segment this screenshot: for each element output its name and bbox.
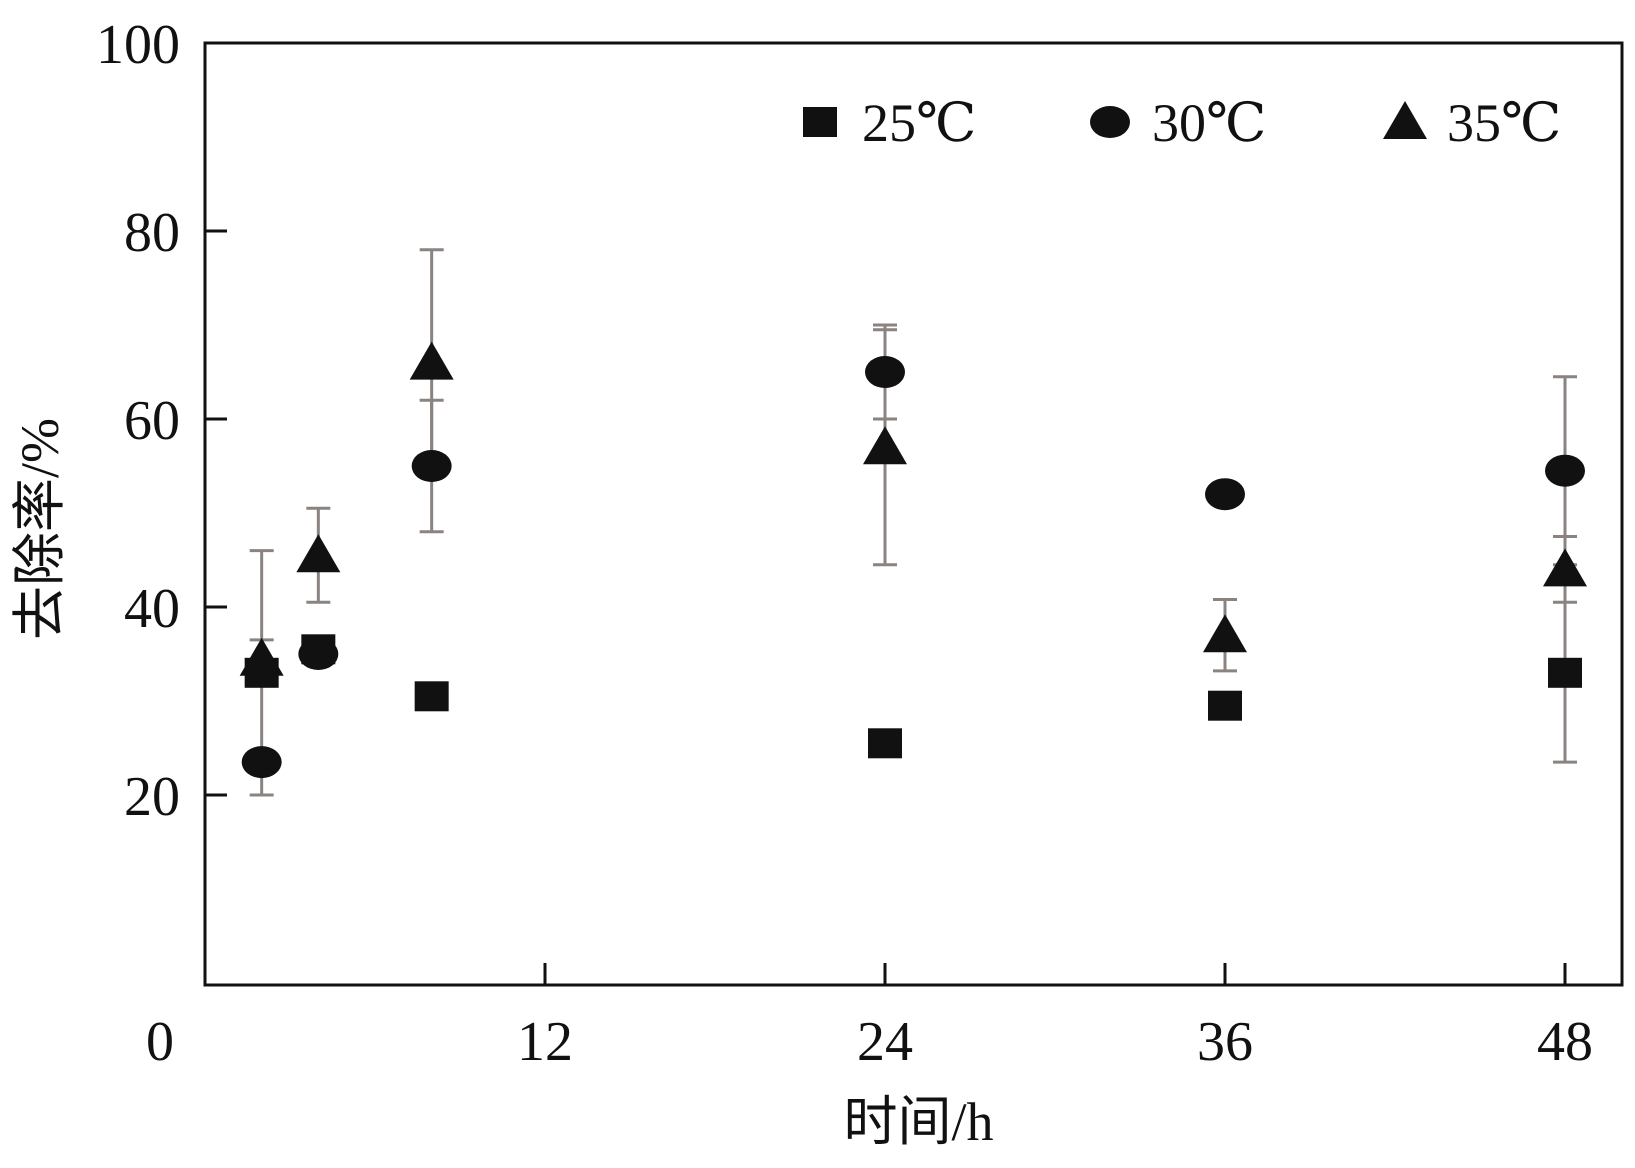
data-point-square [1548, 657, 1582, 688]
data-point-triangle [863, 426, 907, 465]
data-point-circle [865, 356, 905, 388]
y-tick-label: 20 [124, 766, 180, 828]
data-point-circle [298, 638, 339, 670]
data-point-circle [1545, 454, 1585, 487]
data-point-triangle [296, 534, 341, 573]
legend-marker-circle [1090, 106, 1130, 138]
x-tick-label: 12 [517, 1011, 573, 1073]
x-tick-label: 24 [857, 1011, 913, 1073]
data-point-circle [1205, 478, 1245, 511]
legend: 25℃ 30℃ 35℃ [803, 93, 1561, 153]
legend-item: 30℃ [1090, 93, 1266, 153]
x-tick-label: 0 [146, 1011, 174, 1073]
data-point-circle [411, 450, 452, 482]
data-point-triangle [1543, 548, 1587, 587]
legend-label: 25℃ [862, 93, 976, 153]
plot-frame [203, 41, 1624, 987]
data-point-circle [241, 746, 282, 779]
plot-border [203, 41, 1624, 987]
legend-marker-square [803, 107, 837, 137]
data-point-square [1208, 690, 1242, 721]
legend-item: 25℃ [803, 93, 976, 153]
data-point-triangle [409, 341, 454, 380]
legend-marker-triangle [1383, 101, 1427, 139]
y-tick-label: 40 [124, 578, 180, 640]
y-tick-label: 100 [96, 14, 180, 76]
data-point-triangle [239, 637, 284, 676]
legend-label: 30℃ [1152, 93, 1266, 153]
legend-label: 35℃ [1447, 93, 1561, 153]
data-markers [239, 341, 1587, 779]
y-tick-label: 60 [124, 390, 180, 452]
data-point-triangle [1203, 614, 1247, 653]
y-axis: 20 40 60 80 100 [96, 14, 227, 828]
data-point-square [868, 728, 902, 759]
x-axis: 0 12 24 36 48 [146, 963, 1593, 1073]
y-tick-label: 80 [124, 202, 180, 264]
x-tick-label: 48 [1537, 1011, 1593, 1073]
y-axis-title: 去除率/% [10, 418, 70, 640]
x-tick-label: 36 [1197, 1011, 1253, 1073]
legend-item: 35℃ [1383, 93, 1561, 153]
x-axis-title: 时间/h [843, 1092, 993, 1152]
data-point-square [414, 681, 449, 712]
